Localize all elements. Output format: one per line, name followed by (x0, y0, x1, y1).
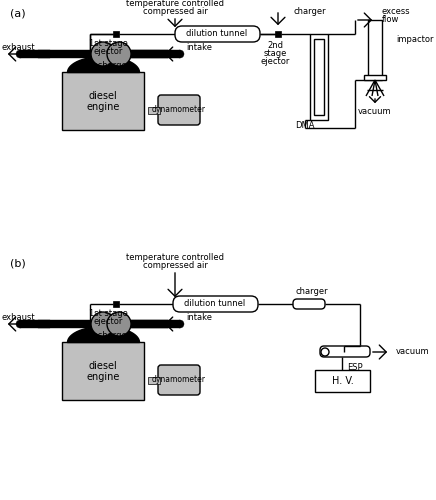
Text: dynamometer: dynamometer (152, 106, 206, 114)
Circle shape (16, 50, 24, 58)
Text: charger: charger (295, 288, 327, 296)
Bar (20, 50, 50, 58)
Text: turbocharger: turbocharger (75, 332, 131, 340)
Text: turbocharger: turbocharger (75, 60, 131, 70)
Text: 2nd: 2nd (267, 40, 283, 50)
Text: stage: stage (263, 48, 287, 58)
Text: excess: excess (382, 8, 411, 16)
Text: dilution tunnel: dilution tunnel (184, 300, 245, 308)
Text: DMA: DMA (295, 122, 315, 130)
Text: engine: engine (86, 372, 120, 382)
Text: intake: intake (186, 42, 212, 51)
FancyBboxPatch shape (158, 95, 200, 125)
Text: dynamometer: dynamometer (152, 376, 206, 384)
FancyBboxPatch shape (293, 299, 325, 309)
Text: (a): (a) (10, 8, 26, 18)
Bar (315, 370, 370, 392)
Text: compressed air: compressed air (143, 262, 208, 270)
Text: impactor: impactor (396, 36, 433, 44)
Text: ejector: ejector (93, 316, 123, 326)
Bar (368, 20, 382, 80)
Text: vacuum: vacuum (396, 348, 429, 356)
Text: diesel: diesel (89, 361, 117, 371)
Circle shape (107, 312, 131, 336)
Circle shape (176, 50, 184, 58)
Text: charger: charger (293, 8, 326, 16)
FancyBboxPatch shape (173, 296, 258, 312)
Bar (62, 342, 144, 400)
Circle shape (16, 320, 24, 328)
Bar (130, 50, 180, 58)
Text: H. V.: H. V. (332, 376, 353, 386)
Text: ejector: ejector (93, 46, 123, 56)
Text: exhaust: exhaust (1, 42, 35, 51)
Text: compressed air: compressed air (143, 8, 208, 16)
Text: temperature controlled: temperature controlled (126, 254, 224, 262)
Text: ESP: ESP (347, 362, 363, 372)
Bar (275, 31, 281, 37)
Circle shape (91, 42, 115, 66)
Bar (148, 377, 160, 384)
Text: temperature controlled: temperature controlled (126, 0, 224, 8)
Bar (20, 320, 50, 328)
Text: exhaust: exhaust (1, 312, 35, 322)
Bar (310, 34, 328, 120)
Bar (113, 301, 119, 307)
Text: (b): (b) (10, 258, 26, 268)
FancyBboxPatch shape (175, 26, 260, 42)
Text: diesel: diesel (89, 91, 117, 101)
Bar (364, 75, 386, 80)
Circle shape (176, 320, 184, 328)
Text: ejector: ejector (260, 56, 290, 66)
Text: flow: flow (382, 16, 399, 24)
FancyBboxPatch shape (320, 346, 370, 357)
Text: 1st stage: 1st stage (89, 308, 127, 318)
Bar (148, 107, 160, 114)
Text: intake: intake (186, 312, 212, 322)
FancyBboxPatch shape (158, 365, 200, 395)
Bar (62, 72, 144, 130)
Text: vacuum: vacuum (358, 108, 392, 116)
Bar (130, 320, 180, 328)
Text: dilution tunnel: dilution tunnel (186, 30, 248, 38)
Circle shape (107, 42, 131, 66)
Bar (38, 50, 168, 58)
Bar (38, 320, 168, 328)
Bar (314, 39, 324, 115)
Text: 1st stage: 1st stage (89, 38, 127, 48)
Circle shape (321, 348, 329, 356)
Text: engine: engine (86, 102, 120, 112)
Circle shape (91, 312, 115, 336)
Bar (113, 31, 119, 37)
